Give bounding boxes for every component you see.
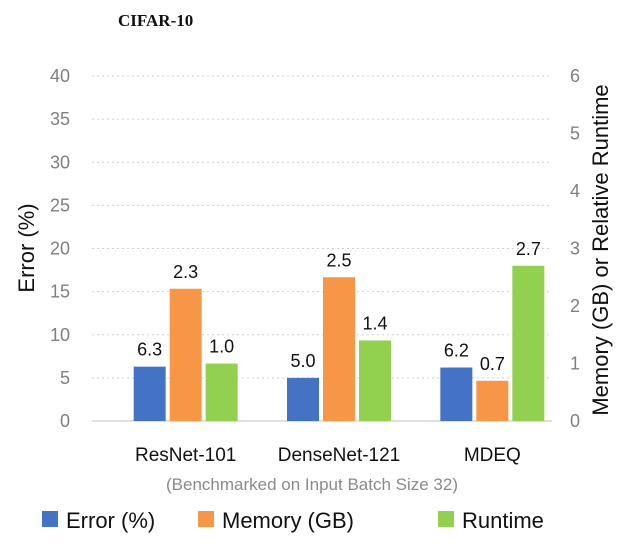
- bar: [205, 363, 238, 421]
- right-axis: 0 1 2 3 4 5 6: [570, 66, 580, 431]
- right-tick-label: 6: [570, 66, 580, 86]
- bar: [512, 265, 545, 421]
- left-tick-label: 15: [50, 282, 70, 302]
- bar-value-label: 2.7: [516, 239, 541, 259]
- bar-value-label: 2.5: [326, 250, 351, 270]
- chart-title: CIFAR-10: [118, 11, 193, 30]
- bar: [323, 277, 355, 421]
- bar: [359, 340, 391, 421]
- left-tick-label: 10: [50, 325, 70, 345]
- legend-swatch: [42, 511, 58, 527]
- left-tick-label: 40: [50, 66, 70, 86]
- right-tick-label: 0: [570, 411, 580, 431]
- category-label: MDEQ: [464, 445, 521, 466]
- benchmark-note: (Benchmarked on Input Batch Size 32): [166, 475, 458, 494]
- legend-label: Error (%): [66, 508, 155, 533]
- bar: [287, 377, 319, 421]
- left-axis: 0 5 10 15 20 25 30 35 40: [50, 66, 70, 431]
- bar: [476, 380, 509, 421]
- left-tick-label: 35: [50, 109, 70, 129]
- legend-label: Runtime: [462, 508, 544, 533]
- bar: [440, 367, 473, 421]
- bar-value-label: 5.0: [290, 351, 315, 371]
- bar-value-label: 1.0: [209, 337, 234, 357]
- right-tick-label: 2: [570, 296, 580, 316]
- data-labels: 6.3 2.3 1.0 5.0 2.5 1.4 6.2 0.7 2.7: [137, 239, 541, 374]
- right-tick-label: 3: [570, 239, 580, 259]
- bar-value-label: 2.3: [173, 262, 198, 282]
- category-label: ResNet-101: [135, 445, 236, 466]
- legend-swatch: [438, 511, 454, 527]
- bar-value-label: 6.2: [444, 341, 469, 361]
- bars: [133, 265, 545, 421]
- left-tick-label: 0: [60, 411, 70, 431]
- gridlines: [92, 75, 552, 422]
- legend-label: Memory (GB): [222, 508, 354, 533]
- category-label: DenseNet-121: [278, 445, 401, 466]
- bar: [133, 366, 166, 421]
- left-tick-label: 20: [50, 239, 70, 259]
- right-tick-label: 5: [570, 124, 580, 144]
- legend-swatch: [198, 511, 214, 527]
- left-tick-label: 25: [50, 195, 70, 215]
- bar-value-label: 0.7: [480, 354, 505, 374]
- left-axis-title: Error (%): [14, 203, 39, 292]
- legend: Error (%) Memory (GB) Runtime: [42, 508, 544, 533]
- left-tick-label: 5: [60, 368, 70, 388]
- right-tick-label: 4: [570, 181, 580, 201]
- bar-value-label: 6.3: [137, 340, 162, 360]
- left-tick-label: 30: [50, 152, 70, 172]
- category-labels: ResNet-101 DenseNet-121 MDEQ: [135, 445, 521, 466]
- bar: [169, 288, 202, 421]
- bar-value-label: 1.4: [362, 314, 387, 334]
- right-tick-label: 1: [570, 354, 580, 374]
- right-axis-title: Memory (GB) or Relative Runtime: [588, 84, 613, 415]
